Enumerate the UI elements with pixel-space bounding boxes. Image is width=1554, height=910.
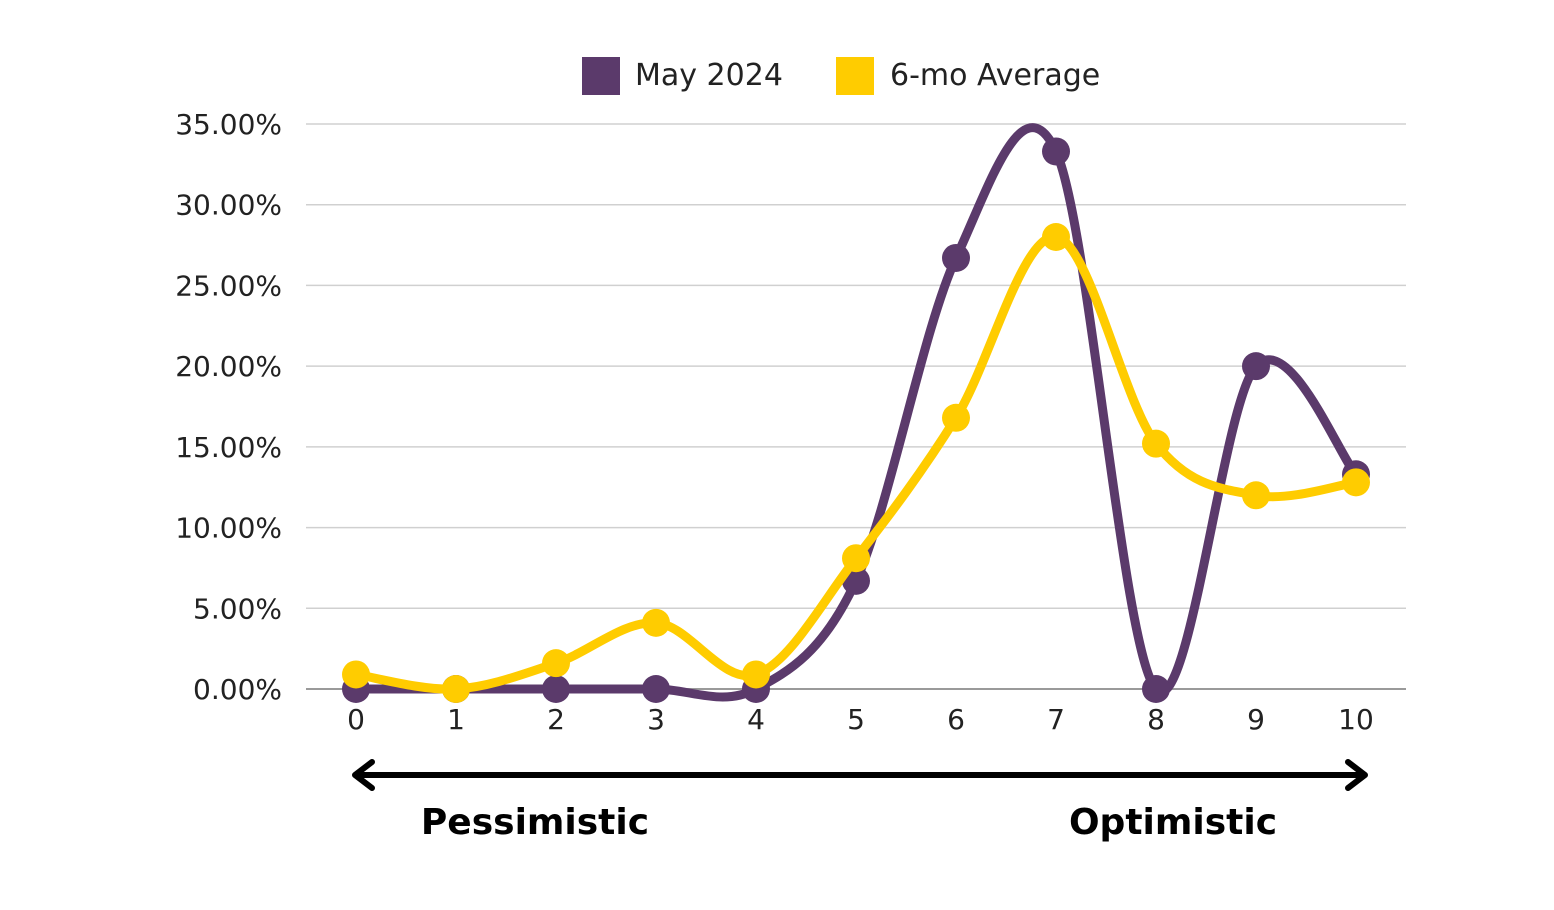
series-lines: [342, 123, 1370, 703]
y-tick-label: 15.00%: [175, 431, 282, 464]
x-tick-label: 0: [347, 703, 365, 736]
x-tick-label: 8: [1147, 703, 1165, 736]
may-2024-point: [542, 675, 570, 703]
x-tick-label: 2: [547, 703, 565, 736]
y-tick-label: 10.00%: [175, 512, 282, 545]
may-2024-point: [642, 675, 670, 703]
may-2024-point: [1142, 675, 1170, 703]
may-2024-point: [1042, 137, 1070, 166]
six-month-average-point: [342, 660, 370, 689]
right-arrowhead-icon: [1345, 759, 1368, 791]
six-month-average-line: [351, 232, 1361, 694]
x-tick-label: 7: [1047, 703, 1065, 736]
pessimistic-label: Pessimistic: [421, 802, 649, 843]
six-month-average-point: [442, 675, 470, 703]
x-tick-label: 10: [1338, 703, 1374, 736]
x-tick-label: 5: [847, 703, 865, 736]
six-month-average-point: [542, 649, 570, 678]
axes: 0.00% 5.00% 10.00% 15.00% 20.00% 25.00% 30.00%…: [175, 108, 1374, 736]
six-month-average-point: [1142, 429, 1170, 458]
may-2024-legend-swatch: [582, 57, 620, 95]
gridlines: [306, 123, 1406, 690]
may-2024-point: [942, 243, 970, 272]
x-tick-label: 1: [447, 703, 465, 736]
six-month-average-legend-swatch: [836, 57, 874, 95]
y-tick-label: 30.00%: [175, 189, 282, 222]
x-tick-label: 3: [647, 703, 665, 736]
six-month-average-point: [742, 660, 770, 689]
may-2024-line: [351, 123, 1361, 702]
may-2024-point: [1242, 352, 1270, 381]
x-tick-label: 6: [947, 703, 965, 736]
y-tick-label: 0.00%: [193, 673, 282, 706]
may-2024-legend-label: May 2024: [635, 58, 783, 93]
y-tick-label: 35.00%: [175, 108, 282, 141]
left-arrowhead-icon: [352, 759, 375, 791]
scale-annotation: Pessimistic Optimistic: [352, 759, 1368, 843]
x-tick-label: 9: [1247, 703, 1265, 736]
six-month-average-point: [1042, 223, 1070, 251]
x-tick-label: 4: [747, 703, 765, 736]
six-month-average-point: [1242, 481, 1270, 510]
y-tick-label: 25.00%: [175, 269, 282, 302]
six-month-average-point: [642, 608, 670, 637]
six-month-average-legend-label: 6-mo Average: [890, 58, 1100, 93]
six-month-average-point: [1342, 468, 1370, 497]
y-tick-label: 20.00%: [175, 350, 282, 383]
legend: May 2024 6-mo Average: [582, 57, 1100, 95]
six-month-average-point: [842, 544, 870, 573]
y-tick-label: 5.00%: [193, 592, 282, 625]
optimistic-label: Optimistic: [1069, 802, 1277, 843]
six-month-average-point: [942, 403, 970, 432]
